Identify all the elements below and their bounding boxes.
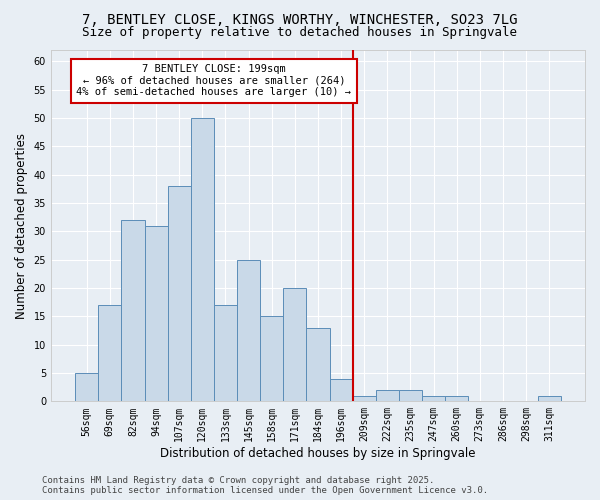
Bar bbox=[329, 378, 353, 402]
Bar bbox=[145, 226, 167, 402]
Text: Size of property relative to detached houses in Springvale: Size of property relative to detached ho… bbox=[83, 26, 517, 39]
Bar bbox=[121, 220, 145, 402]
Text: 7 BENTLEY CLOSE: 199sqm
← 96% of detached houses are smaller (264)
4% of semi-de: 7 BENTLEY CLOSE: 199sqm ← 96% of detache… bbox=[76, 64, 352, 98]
Bar bbox=[399, 390, 422, 402]
Bar bbox=[237, 260, 260, 402]
Y-axis label: Number of detached properties: Number of detached properties bbox=[15, 132, 28, 318]
X-axis label: Distribution of detached houses by size in Springvale: Distribution of detached houses by size … bbox=[160, 447, 476, 460]
Bar bbox=[214, 305, 237, 402]
Text: Contains HM Land Registry data © Crown copyright and database right 2025.
Contai: Contains HM Land Registry data © Crown c… bbox=[42, 476, 488, 495]
Bar bbox=[75, 373, 98, 402]
Bar bbox=[422, 396, 445, 402]
Bar bbox=[376, 390, 399, 402]
Bar bbox=[353, 396, 376, 402]
Bar bbox=[191, 118, 214, 402]
Bar bbox=[260, 316, 283, 402]
Bar bbox=[445, 396, 468, 402]
Bar bbox=[98, 305, 121, 402]
Bar bbox=[538, 396, 561, 402]
Bar bbox=[283, 288, 307, 402]
Bar bbox=[167, 186, 191, 402]
Text: 7, BENTLEY CLOSE, KINGS WORTHY, WINCHESTER, SO23 7LG: 7, BENTLEY CLOSE, KINGS WORTHY, WINCHEST… bbox=[82, 12, 518, 26]
Bar bbox=[307, 328, 329, 402]
